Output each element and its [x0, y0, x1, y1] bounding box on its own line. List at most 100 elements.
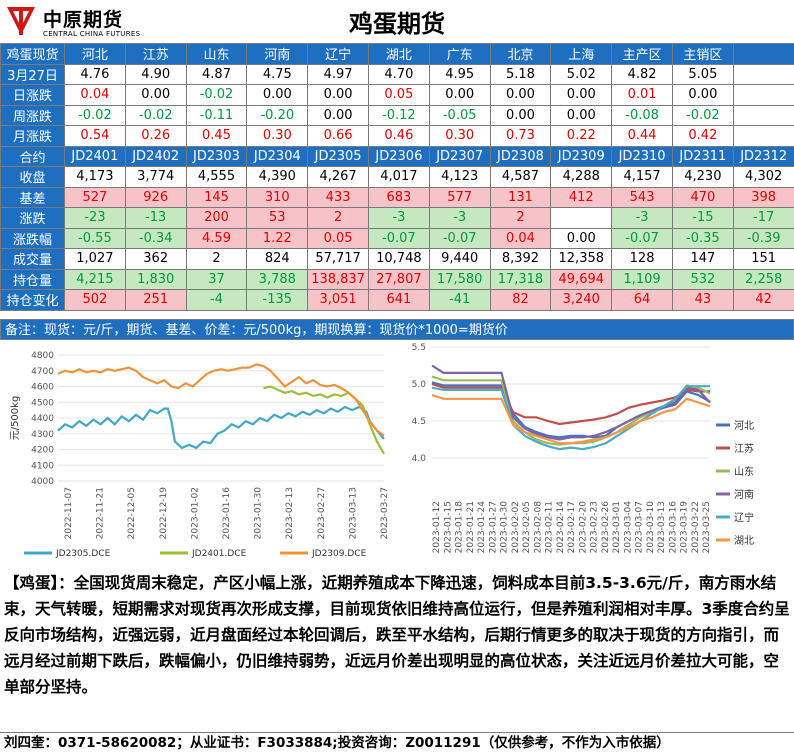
y-tick-label: 4000 [31, 477, 54, 487]
spot-cell-empty [733, 85, 794, 106]
spot-cell: 0.30 [429, 126, 490, 147]
x-tick-label: 2023-01-02 [190, 487, 200, 539]
contract-header: JD2304 [247, 146, 308, 167]
spot-cell: 0.44 [612, 126, 673, 147]
futures-cell: 4,017 [368, 167, 429, 188]
futures-cell: 3,788 [247, 269, 308, 290]
region-header: 广东 [429, 44, 490, 65]
x-tick-label: 2023-01-18 [455, 501, 465, 554]
spot-cell: 0.04 [65, 85, 126, 106]
futures-cell: 4,173 [65, 167, 126, 188]
spot-cell: 5.18 [490, 64, 551, 85]
futures-cell: 138,837 [308, 269, 369, 290]
x-tick-label: 2023-01-24 [477, 501, 487, 554]
spot-cell: -0.02 [65, 105, 126, 126]
market-commentary: 【鸡蛋】：全国现货周末稳定，产区小幅上涨，近期养殖成本下降迅速，饲料成本目前3.… [4, 570, 790, 700]
futures-cell: -3 [612, 208, 673, 229]
futures-cell: 147 [672, 249, 733, 270]
series-line [432, 386, 710, 449]
spot-header-label: 鸡蛋现货 [1, 44, 65, 65]
contract-header: JD2311 [672, 146, 733, 167]
y-tick-label: 4400 [31, 414, 54, 424]
x-tick-label: 2023-03-22 [691, 501, 701, 553]
futures-cell: 49,694 [551, 269, 612, 290]
spot-cell: -0.02 [125, 105, 186, 126]
futures-cell: 527 [65, 187, 126, 208]
futures-cell: 3,240 [551, 290, 612, 311]
region-header: 山东 [186, 44, 247, 65]
y-tick-label: 4200 [31, 446, 54, 456]
contract-header-label: 合约 [1, 146, 65, 167]
futures-cell: 2 [308, 208, 369, 229]
spot-cell-empty [733, 105, 794, 126]
futures-cell: -135 [247, 290, 308, 311]
spot-cell: 4.76 [65, 64, 126, 85]
spot-cell-empty [733, 64, 794, 85]
futures-cell: 3,051 [308, 290, 369, 311]
futures-cell: -15 [672, 208, 733, 229]
spot-cell: 0.22 [551, 126, 612, 147]
futures-cell: 0.05 [308, 228, 369, 249]
contract-header: JD2402 [125, 146, 186, 167]
futures-cell: 131 [490, 187, 551, 208]
spot-cell: 0.46 [368, 126, 429, 147]
contract-header: JD2312 [733, 146, 794, 167]
legend-label: 河南 [734, 488, 754, 501]
contract-header: JD2309 [551, 146, 612, 167]
futures-cell: 577 [429, 187, 490, 208]
x-tick-label: 2023-01-15 [443, 501, 453, 553]
futures-cell: 433 [308, 187, 369, 208]
futures-cell: 824 [247, 249, 308, 270]
x-tick-label: 2023-03-10 [646, 501, 656, 554]
futures-cell: 9,440 [429, 249, 490, 270]
x-tick-label: 2023-01-21 [466, 501, 476, 553]
legend-label: 山东 [734, 465, 754, 478]
series-line [58, 364, 384, 435]
spot-cell: 0.00 [490, 85, 551, 106]
futures-cell: 2 [186, 249, 247, 270]
spot-row-label: 3月27日 [1, 64, 65, 85]
futures-cell: 82 [490, 290, 551, 311]
y-tick-label: 4300 [31, 430, 54, 440]
futures-cell: 4,288 [551, 167, 612, 188]
futures-cell: -13 [125, 208, 186, 229]
region-header: 江苏 [125, 44, 186, 65]
spot-cell: 4.75 [247, 64, 308, 85]
x-tick-label: 2023-02-05 [522, 501, 532, 553]
futures-cell: 2,258 [733, 269, 794, 290]
region-header: 北京 [490, 44, 551, 65]
x-tick-label: 2023-01-16 [222, 487, 232, 540]
y-tick-label: 4100 [31, 461, 54, 471]
futures-cell: -0.55 [65, 228, 126, 249]
header: 中原期货 CENTRAL CHINA FUTURES 鸡蛋期货 [0, 0, 794, 43]
futures-cell: -0.35 [672, 228, 733, 249]
x-tick-label: 2023-01-27 [488, 501, 498, 553]
futures-cell: -3 [368, 208, 429, 229]
futures-cell: 926 [125, 187, 186, 208]
x-tick-label: 2023-02-02 [511, 501, 521, 553]
series-line [264, 387, 385, 454]
y-tick-label: 4500 [31, 398, 54, 408]
x-tick-label: 2023-03-25 [702, 501, 712, 553]
x-tick-label: 2023-03-01 [612, 501, 622, 553]
x-tick-label: 2023-03-07 [635, 501, 645, 553]
futures-cell: -23 [65, 208, 126, 229]
futures-cell: 641 [368, 290, 429, 311]
region-header: 河南 [247, 44, 308, 65]
spot-cell: -0.20 [247, 105, 308, 126]
futures-row-label: 涨跌 [1, 208, 65, 229]
spot-cell: 5.02 [551, 64, 612, 85]
futures-cell: 1,109 [612, 269, 673, 290]
futures-cell: 145 [186, 187, 247, 208]
legend-label: 江苏 [734, 442, 754, 455]
futures-cell: 4,157 [612, 167, 673, 188]
futures-cell: 10,748 [368, 249, 429, 270]
series-line [58, 407, 384, 448]
x-tick-label: 2022-11-21 [96, 487, 106, 539]
futures-cell: 53 [247, 208, 308, 229]
